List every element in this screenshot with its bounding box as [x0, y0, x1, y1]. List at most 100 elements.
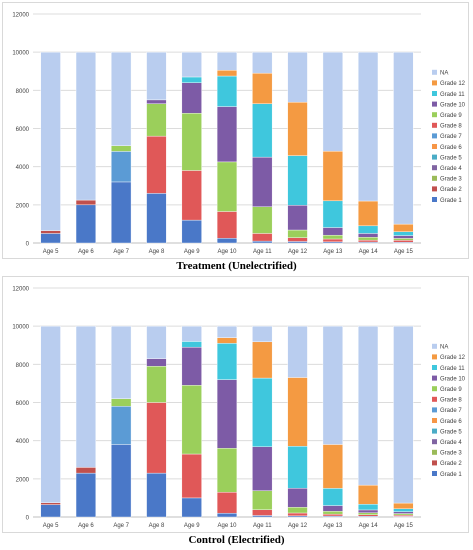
control-bar-grade-9	[393, 513, 414, 516]
treatment-bar-grade-11	[322, 200, 343, 228]
control-x-tick-label: Age 11	[253, 523, 272, 529]
control-bar-grade-12	[287, 377, 308, 447]
treatment-legend-swatch	[432, 91, 437, 96]
treatment-y-tick-label: 8000	[16, 89, 30, 95]
control-bar-grade-8	[287, 512, 308, 517]
control-bar-grade-10	[252, 446, 273, 491]
control-legend-swatch	[432, 375, 437, 381]
treatment-legend-swatch	[432, 69, 437, 75]
control-bar-grade-1	[75, 472, 96, 518]
chart-treatment-panel: 0 2000 4000 6000 8000 10000 12000 Age 5 Age 6 Age…	[2, 2, 469, 259]
treatment-bar-grade-1	[181, 219, 202, 244]
control-bar-na	[216, 325, 238, 338]
control-bar-grade-8	[322, 513, 343, 517]
treatment-x-tick-label: Age 12	[288, 249, 308, 255]
treatment-y-tick-label: 2000	[16, 203, 30, 209]
chart-control-panel: 0 2000 4000 6000 8000 10000 12000 Age 5 Age 6 Age…	[2, 276, 469, 533]
treatment-bar-grade-9	[358, 237, 379, 241]
chart-control-caption: Control (Electrified)	[188, 534, 285, 546]
control-legend-label: Grade 6	[440, 419, 462, 425]
treatment-legend-label: NA	[440, 71, 448, 77]
control-legend-label: Grade 4	[440, 440, 462, 446]
treatment-legend-swatch	[432, 186, 437, 192]
control-y-tick-label: 8000	[16, 363, 30, 369]
control-y-tick-label: 4000	[16, 439, 30, 445]
treatment-x-tick-label: Age 14	[359, 249, 379, 255]
treatment-bar-grade-11	[358, 225, 379, 234]
control-bar-grade-7	[111, 406, 132, 445]
control-legend-swatch	[432, 439, 437, 445]
treatment-legend-label: Grade 4	[440, 166, 462, 172]
control-bar-grade-11	[322, 488, 343, 506]
control-bar-grade-10	[287, 487, 308, 508]
control-bar-grade-9	[252, 490, 273, 510]
treatment-bar-grade-2	[75, 199, 96, 206]
treatment-bar-grade-1	[40, 233, 61, 244]
treatment-legend-swatch	[432, 112, 437, 118]
control-legend-label: Grade 9	[440, 387, 462, 393]
treatment-bar-grade-9	[181, 113, 202, 171]
treatment-x-tick-label: Age 7	[113, 249, 129, 255]
control-bar-grade-8	[216, 491, 238, 514]
treatment-bar-grade-11	[216, 75, 238, 107]
treatment-bar-grade-8	[393, 240, 414, 243]
treatment-legend-label: Grade 6	[440, 145, 462, 151]
treatment-bar-grade-1	[287, 241, 308, 244]
control-legend-label: Grade 3	[440, 451, 462, 457]
treatment-bar-grade-9	[393, 238, 414, 241]
control-bar-grade-1	[146, 472, 167, 518]
treatment-bar-na	[146, 51, 167, 101]
treatment-bar-grade-12	[287, 101, 308, 156]
control-bar-grade-1	[40, 504, 61, 518]
treatment-bar-na	[181, 51, 202, 78]
treatment-bar-grade-8	[358, 239, 379, 243]
control-bar-na	[393, 325, 414, 504]
control-y-tick-label: 12000	[12, 287, 29, 293]
control-legend-swatch	[432, 396, 437, 402]
treatment-bar-grade-10	[252, 156, 273, 207]
treatment-legend-swatch	[432, 165, 437, 171]
control-legend-label: Grade 7	[440, 408, 462, 414]
control-bar-grade-10	[181, 346, 202, 386]
control-legend-swatch	[432, 418, 437, 423]
treatment-legend-label: Grade 7	[440, 134, 462, 140]
treatment-legend-swatch	[432, 133, 437, 139]
control-bar-grade-1	[216, 512, 238, 518]
control-legend-swatch	[432, 428, 437, 434]
control-legend-label: Grade 1	[440, 472, 462, 478]
control-legend-label: Grade 12	[440, 355, 466, 361]
treatment-y-tick-label: 12000	[12, 13, 29, 19]
control-x-tick-label: Age 14	[359, 523, 379, 529]
chart-treatment-svg: 0 2000 4000 6000 8000 10000 12000 Age 5 Age 6 Age…	[12, 13, 465, 256]
control-bar-grade-9	[111, 398, 132, 407]
control-legend-swatch	[432, 471, 437, 476]
treatment-x-tick-label: Age 6	[78, 249, 94, 255]
treatment-bar-grade-12	[358, 200, 379, 227]
treatment-legend-label: Grade 9	[440, 113, 462, 119]
control-bar-grade-11	[216, 343, 238, 380]
control-x-tick-label: Age 12	[288, 523, 308, 529]
treatment-bar-grade-12	[252, 72, 273, 104]
treatment-bar-grade-1	[146, 193, 167, 244]
treatment-legend-swatch	[432, 144, 437, 149]
treatment-bar-grade-10	[358, 233, 379, 238]
treatment-bar-grade-9	[322, 234, 343, 240]
chart-control-svg: 0 2000 4000 6000 8000 10000 12000 Age 5 Age 6 Age…	[12, 287, 466, 530]
treatment-bar-na	[40, 51, 61, 231]
control-bar-grade-9	[146, 366, 167, 403]
control-legend-label: Grade 2	[440, 461, 462, 467]
treatment-bar-grade-10	[181, 82, 202, 114]
control-bar-grade-12	[216, 337, 238, 344]
treatment-legend-swatch	[432, 197, 437, 202]
treatment-bar-grade-9	[216, 161, 238, 212]
control-bar-na	[322, 325, 343, 445]
treatment-legend-label: Grade 2	[440, 187, 462, 193]
control-x-tick-label: Age 6	[78, 523, 94, 529]
control-bar-grade-12	[393, 502, 414, 509]
treatment-legend-label: Grade 1	[440, 198, 462, 204]
treatment-bar-grade-12	[216, 70, 238, 77]
treatment-legend-label: Grade 11	[440, 92, 465, 98]
treatment-bar-grade-9	[287, 229, 308, 238]
treatment-bar-grade-1	[216, 238, 238, 244]
control-bar-grade-8	[358, 514, 379, 517]
